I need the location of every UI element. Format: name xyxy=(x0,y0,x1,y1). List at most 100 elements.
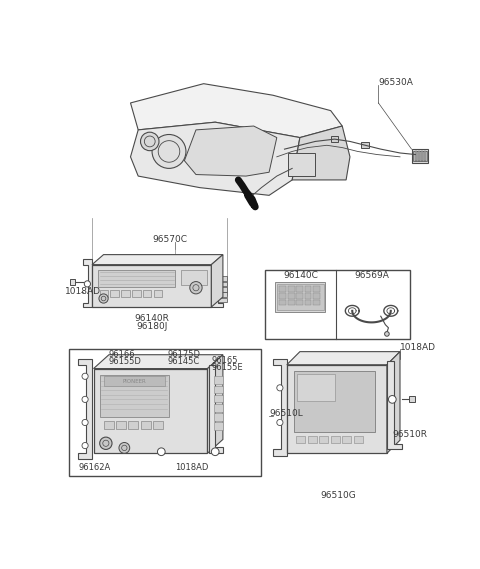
Polygon shape xyxy=(292,126,350,180)
Text: 96145C: 96145C xyxy=(168,357,200,366)
Bar xyxy=(154,290,162,297)
Circle shape xyxy=(82,419,88,426)
Bar xyxy=(71,279,75,286)
Bar xyxy=(217,282,227,286)
Bar xyxy=(296,286,303,291)
Bar xyxy=(415,151,417,160)
Bar xyxy=(409,396,415,402)
Polygon shape xyxy=(287,352,400,365)
Bar xyxy=(100,375,169,417)
Polygon shape xyxy=(131,84,342,138)
Bar xyxy=(214,395,223,402)
Bar xyxy=(104,376,165,386)
Bar xyxy=(288,293,295,299)
Bar xyxy=(319,436,328,443)
Text: 96166: 96166 xyxy=(109,351,135,359)
Circle shape xyxy=(99,294,108,303)
Bar xyxy=(69,349,262,476)
Bar xyxy=(132,290,141,297)
Circle shape xyxy=(82,396,88,402)
Bar xyxy=(424,151,426,160)
Bar xyxy=(279,286,286,291)
Polygon shape xyxy=(94,354,223,369)
Bar xyxy=(296,293,303,299)
Text: 96155E: 96155E xyxy=(211,364,243,372)
Text: 96140C: 96140C xyxy=(283,271,318,280)
Circle shape xyxy=(100,437,112,450)
Bar xyxy=(279,300,286,306)
Bar xyxy=(143,290,151,297)
Text: 1018AD: 1018AD xyxy=(175,463,208,472)
Bar xyxy=(331,436,340,443)
Bar xyxy=(331,136,338,142)
Bar xyxy=(153,421,163,428)
Text: 96162A: 96162A xyxy=(78,463,110,472)
Text: 96165: 96165 xyxy=(211,356,238,365)
Text: 96569A: 96569A xyxy=(354,271,389,280)
Bar xyxy=(288,286,295,291)
Bar xyxy=(297,374,336,401)
Circle shape xyxy=(388,395,396,403)
Circle shape xyxy=(211,448,219,456)
Text: 96510L: 96510L xyxy=(269,409,303,418)
Polygon shape xyxy=(211,265,223,307)
Bar xyxy=(342,436,351,443)
Bar xyxy=(361,142,369,149)
Text: 96530A: 96530A xyxy=(378,77,413,86)
Bar xyxy=(287,365,387,453)
Bar xyxy=(304,293,312,299)
Bar xyxy=(116,421,126,428)
Polygon shape xyxy=(209,365,223,453)
Circle shape xyxy=(119,443,130,453)
Bar xyxy=(279,293,286,299)
Circle shape xyxy=(277,385,283,391)
Bar xyxy=(296,436,305,443)
Polygon shape xyxy=(78,360,92,459)
Circle shape xyxy=(84,281,90,287)
Bar xyxy=(214,376,223,384)
Bar xyxy=(217,292,227,297)
Text: 96180J: 96180J xyxy=(136,321,168,331)
Bar xyxy=(413,151,427,162)
Bar xyxy=(304,286,312,291)
Text: 96175D: 96175D xyxy=(168,351,201,359)
Bar xyxy=(214,404,223,412)
Text: 1018AD: 1018AD xyxy=(400,343,436,352)
Bar xyxy=(308,436,317,443)
Bar xyxy=(277,284,324,310)
Bar xyxy=(94,369,207,453)
Bar xyxy=(354,436,363,443)
Polygon shape xyxy=(207,354,223,453)
Bar xyxy=(421,151,423,160)
Bar xyxy=(214,386,223,393)
Bar xyxy=(180,270,207,286)
Circle shape xyxy=(152,134,186,168)
Polygon shape xyxy=(273,360,287,456)
Polygon shape xyxy=(92,254,223,265)
Bar xyxy=(288,153,315,176)
Bar xyxy=(214,422,223,430)
Circle shape xyxy=(384,332,389,336)
Bar xyxy=(265,270,410,339)
Bar xyxy=(313,286,320,291)
Bar xyxy=(98,270,175,287)
Circle shape xyxy=(190,282,202,294)
Text: 96570C: 96570C xyxy=(152,235,187,244)
Bar xyxy=(217,298,227,302)
Bar xyxy=(296,300,303,306)
Circle shape xyxy=(277,419,283,426)
Bar xyxy=(128,421,138,428)
Text: 96510R: 96510R xyxy=(392,430,427,439)
Bar xyxy=(92,265,211,307)
Bar xyxy=(141,421,151,428)
Bar xyxy=(100,290,108,297)
Bar xyxy=(121,290,130,297)
Bar xyxy=(110,290,119,297)
Bar xyxy=(294,371,374,432)
Circle shape xyxy=(141,132,159,151)
Polygon shape xyxy=(211,254,223,307)
Text: PIONEER: PIONEER xyxy=(122,379,146,384)
Circle shape xyxy=(82,373,88,380)
Polygon shape xyxy=(387,361,402,450)
Bar xyxy=(104,421,114,428)
